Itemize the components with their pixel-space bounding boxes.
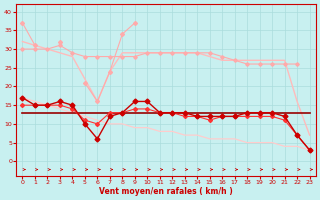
X-axis label: Vent moyen/en rafales ( km/h ): Vent moyen/en rafales ( km/h ) bbox=[99, 187, 233, 196]
